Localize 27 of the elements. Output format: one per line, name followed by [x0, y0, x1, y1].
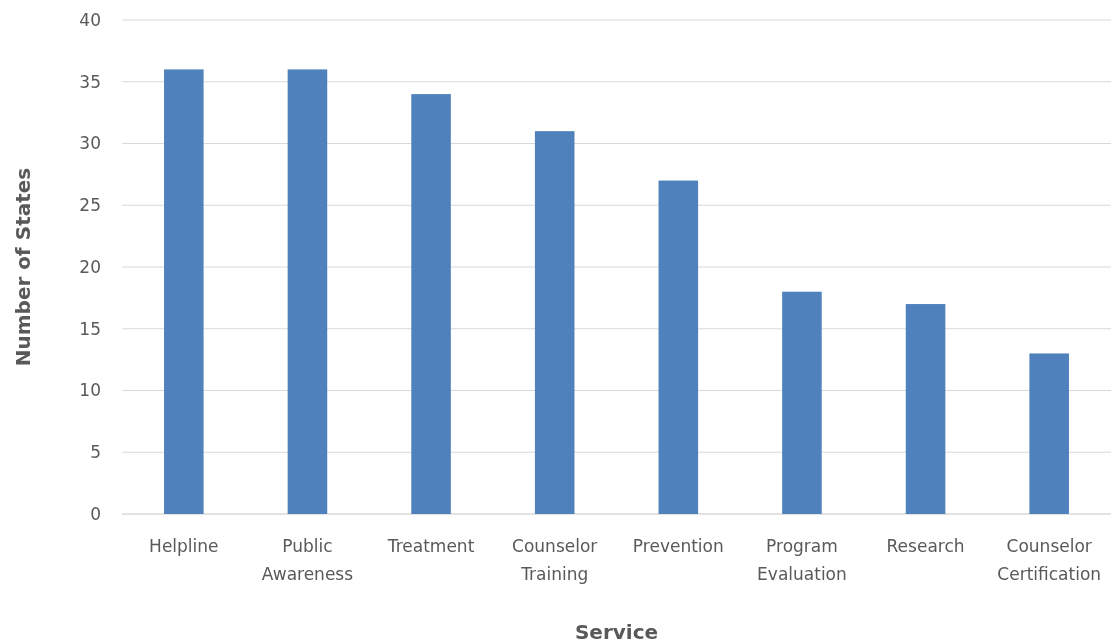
x-tick-label: Treatment	[386, 536, 475, 556]
bar	[1029, 353, 1069, 514]
x-tick-label: Counselor Certification	[997, 536, 1102, 584]
x-tick-label: Helpline	[149, 536, 219, 556]
x-tick-label: Counselor Training	[512, 536, 598, 584]
y-tick-label: 35	[79, 71, 101, 92]
x-tick-label: Prevention	[632, 536, 724, 556]
y-tick-label: 25	[79, 195, 101, 216]
bar	[658, 180, 699, 514]
bar	[534, 131, 575, 514]
x-tick-label: Public Awareness	[261, 536, 354, 584]
y-tick-label: 20	[79, 256, 101, 277]
y-tick-label: 10	[79, 380, 101, 401]
y-tick-label: 40	[79, 9, 101, 30]
x-tick-label: Program Evaluation	[757, 536, 847, 584]
y-tick-label: 5	[90, 442, 101, 463]
x-axis-title: Service	[574, 620, 659, 643]
y-axis-title: Number of States	[11, 167, 35, 367]
bar	[164, 69, 204, 514]
y-tick-label: 30	[79, 133, 101, 154]
bar	[411, 94, 451, 514]
bar	[782, 291, 822, 514]
bar	[905, 304, 946, 514]
y-tick-label: 0	[90, 503, 101, 524]
x-tick-label: Research	[886, 536, 965, 556]
y-tick-label: 15	[79, 318, 101, 339]
bar	[287, 69, 328, 514]
